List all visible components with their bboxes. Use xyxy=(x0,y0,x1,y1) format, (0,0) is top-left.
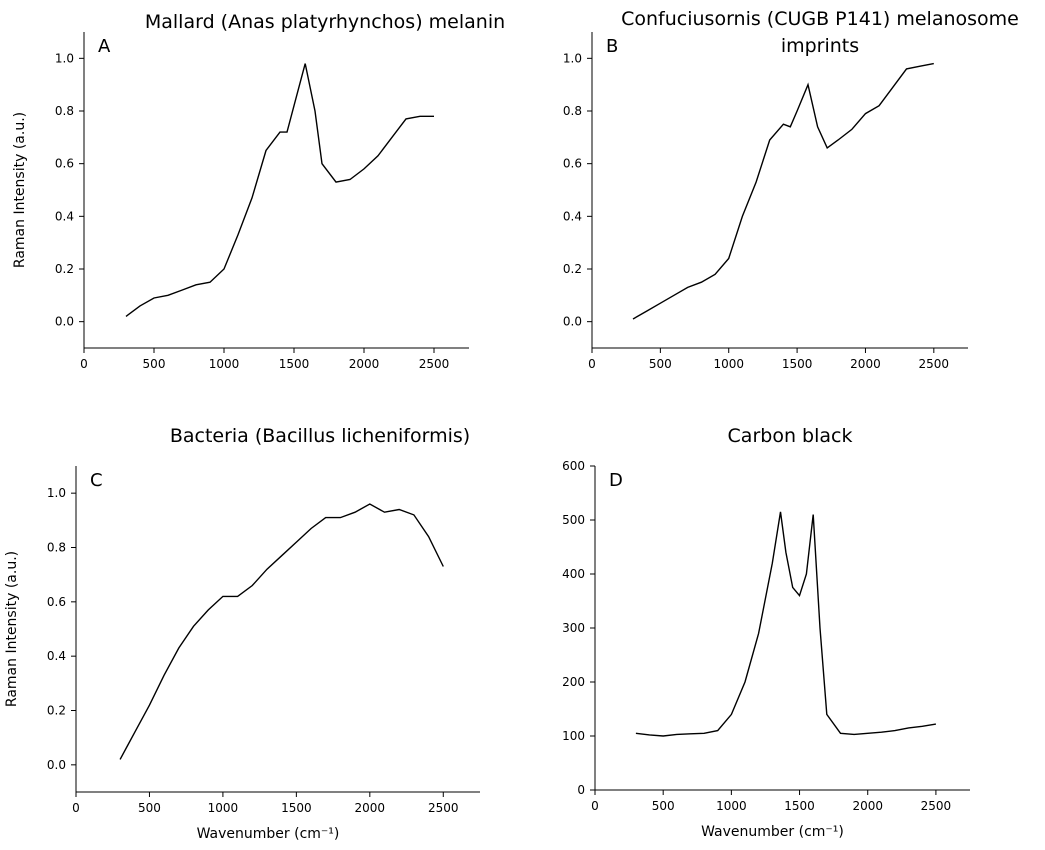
y-tick-label: 500 xyxy=(562,513,585,527)
x-tick-label: 0 xyxy=(72,801,80,815)
y-tick-label: 1.0 xyxy=(563,51,582,65)
y-tick-label: 0.4 xyxy=(55,209,74,223)
x-tick-label: 2500 xyxy=(921,799,952,813)
x-tick-label: 0 xyxy=(588,357,596,371)
y-tick-label: 0.8 xyxy=(55,104,74,118)
x-tick-label: 500 xyxy=(649,357,672,371)
y-tick-label: 0 xyxy=(577,783,585,797)
y-tick-label: 0.0 xyxy=(47,758,66,772)
data-line xyxy=(632,62,934,320)
y-tick-label: 0.0 xyxy=(55,315,74,329)
x-tick-label: 500 xyxy=(652,799,675,813)
x-tick-label: 1000 xyxy=(209,357,240,371)
y-tick-label: 200 xyxy=(562,675,585,689)
y-tick-label: 1.0 xyxy=(55,51,74,65)
y-tick-label: 1.0 xyxy=(47,486,66,500)
chart-title: Carbon black xyxy=(728,425,853,447)
y-tick-label: 600 xyxy=(562,459,585,473)
y-tick-label: 0.2 xyxy=(563,262,582,276)
y-tick-label: 0.8 xyxy=(47,541,66,555)
panel-label: C xyxy=(90,470,103,491)
y-axis-label: Raman Intensity (a.u.) xyxy=(12,112,28,268)
x-tick-label: 500 xyxy=(143,357,166,371)
y-axis-label: Raman Intensity (a.u.) xyxy=(4,551,20,707)
data-line xyxy=(119,503,444,760)
data-line xyxy=(635,511,937,737)
x-tick-label: 0 xyxy=(80,357,88,371)
chart-title: Bacteria (Bacillus licheniformis) xyxy=(170,425,470,447)
x-axis-label: Wavenumber (cm⁻¹) xyxy=(701,824,844,840)
y-tick-label: 0.6 xyxy=(47,595,66,609)
data-line xyxy=(125,63,434,317)
x-tick-label: 1000 xyxy=(713,357,744,371)
y-tick-label: 0.6 xyxy=(563,157,582,171)
y-tick-label: 300 xyxy=(562,621,585,635)
x-tick-label: 1500 xyxy=(782,357,813,371)
x-tick-label: 0 xyxy=(591,799,599,813)
y-tick-label: 0.2 xyxy=(47,704,66,718)
y-tick-label: 0.4 xyxy=(47,649,66,663)
chart-title: Mallard (Anas platyrhynchos) melanin xyxy=(145,11,505,33)
x-tick-label: 2500 xyxy=(919,357,950,371)
chart-title: imprints xyxy=(781,35,859,57)
y-tick-label: 400 xyxy=(562,567,585,581)
x-tick-label: 2500 xyxy=(428,801,459,815)
x-axis-label: Wavenumber (cm⁻¹) xyxy=(197,826,340,842)
chart-title: Confuciusornis (CUGB P141) melanosome xyxy=(621,8,1019,30)
y-tick-label: 0.2 xyxy=(55,262,74,276)
y-tick-label: 0.8 xyxy=(563,104,582,118)
x-tick-label: 1000 xyxy=(716,799,747,813)
panel-label: D xyxy=(609,470,623,491)
panel-label: A xyxy=(98,36,111,57)
x-tick-label: 1500 xyxy=(281,801,312,815)
y-tick-label: 100 xyxy=(562,729,585,743)
x-tick-label: 1000 xyxy=(208,801,239,815)
y-tick-label: 0.0 xyxy=(563,315,582,329)
panel-label: B xyxy=(606,36,618,57)
x-tick-label: 2500 xyxy=(419,357,450,371)
x-tick-label: 1500 xyxy=(784,799,815,813)
x-tick-label: 500 xyxy=(138,801,161,815)
y-tick-label: 0.6 xyxy=(55,157,74,171)
x-tick-label: 2000 xyxy=(355,801,386,815)
x-tick-label: 1500 xyxy=(279,357,310,371)
y-tick-label: 0.4 xyxy=(563,209,582,223)
x-tick-label: 2000 xyxy=(852,799,883,813)
x-tick-label: 2000 xyxy=(850,357,881,371)
x-tick-label: 2000 xyxy=(349,357,380,371)
